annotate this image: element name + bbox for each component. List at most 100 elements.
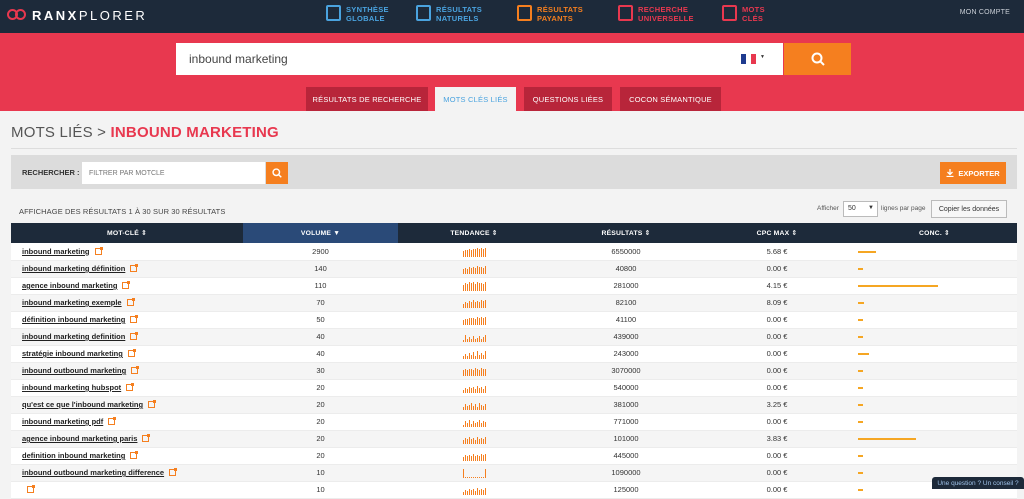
- trend-bar: [474, 248, 476, 257]
- cpc-cell: 0.00 €: [702, 260, 852, 278]
- external-link-icon[interactable]: [130, 332, 139, 340]
- nav-item-3[interactable]: RECHERCHE UNIVERSELLE: [618, 5, 694, 23]
- trend-bar: [468, 369, 470, 376]
- keyword-link[interactable]: agence inbound marketing: [22, 281, 118, 290]
- keyword-link[interactable]: inbound marketing hubspot: [22, 383, 122, 392]
- trend-bar: [480, 267, 482, 274]
- keyword-cell: inbound marketing pdf: [11, 413, 243, 431]
- page-title-keyword: INBOUND MARKETING: [110, 124, 279, 141]
- column-header-results[interactable]: RÉSULTATS ⇕: [601, 230, 651, 237]
- trend-bar: [472, 438, 474, 444]
- external-link-icon[interactable]: [127, 349, 136, 357]
- trend-bar: [482, 421, 484, 427]
- concurrence-bar: [858, 353, 869, 356]
- tab-resultats-recherche[interactable]: RÉSULTATS DE RECHERCHE: [306, 87, 428, 111]
- nav-item-1[interactable]: RÉSULTATS NATURELS: [416, 5, 482, 23]
- export-button[interactable]: EXPORTER: [940, 162, 1006, 184]
- trend-bar: [480, 477, 482, 478]
- external-link-icon[interactable]: [169, 468, 178, 476]
- column-header-trend[interactable]: TENDANCE ⇕: [450, 230, 498, 237]
- external-link-icon[interactable]: [126, 298, 135, 306]
- external-link-icon[interactable]: [126, 383, 135, 391]
- external-link-icon[interactable]: [131, 366, 140, 374]
- keyword-link[interactable]: inbound marketing définition: [22, 264, 126, 273]
- external-link-icon[interactable]: [27, 485, 35, 493]
- external-link-icon[interactable]: [130, 264, 139, 272]
- checklist-icon: [618, 5, 633, 21]
- trend-bar: [480, 438, 482, 444]
- nav-item-2[interactable]: RÉSULTATS PAYANTS: [517, 5, 583, 23]
- search-button[interactable]: [784, 43, 851, 75]
- trend-bar: [470, 318, 472, 325]
- filter-search-button[interactable]: [266, 162, 288, 184]
- page-size-select[interactable]: 50 ▼: [843, 201, 878, 217]
- trend-bar: [480, 247, 482, 257]
- keyword-link[interactable]: qu'est ce que l'inbound marketing: [22, 400, 144, 409]
- ranxplorer-logo[interactable]: RANXPLORER: [7, 7, 147, 23]
- trend-bar: [482, 389, 484, 393]
- external-link-icon[interactable]: [108, 417, 117, 425]
- trend-bar: [478, 403, 480, 410]
- logo-text-bold: RANX: [32, 7, 79, 23]
- advice-chat-button[interactable]: Une question ? Un conseil ?: [932, 477, 1024, 489]
- cpc-cell: 0.00 €: [702, 481, 852, 499]
- trend-bar: [482, 248, 484, 257]
- column-header-cpc[interactable]: CPC MAX ⇕: [756, 230, 798, 237]
- france-flag-icon[interactable]: [741, 54, 756, 64]
- tab-mots-cles-lies[interactable]: MOTS CLÉS LIÉS: [435, 87, 516, 112]
- keyword-filter-input[interactable]: [82, 162, 265, 184]
- keyword-link[interactable]: inbound marketing definition: [22, 332, 126, 341]
- chevron-down-icon[interactable]: ▼: [760, 54, 765, 60]
- keyword-link[interactable]: inbound outbound marketing: [22, 366, 127, 375]
- tab-questions-liees[interactable]: QUESTIONS LIÉES: [524, 87, 612, 111]
- trend-bar: [470, 403, 472, 410]
- external-link-icon[interactable]: [130, 315, 139, 323]
- concurrence-bar: [858, 455, 863, 458]
- search-input[interactable]: [176, 43, 696, 75]
- keyword-link[interactable]: definition inbound marketing: [22, 451, 126, 460]
- trend-bar: [464, 369, 466, 376]
- nav-label-line1: RÉSULTATS: [537, 5, 584, 14]
- trend-bar: [484, 404, 486, 410]
- tab-cocon-semantique[interactable]: COCON SÉMANTIQUE: [620, 87, 721, 111]
- trend-bar: [470, 424, 472, 427]
- column-header-concurrence[interactable]: CONC. ⇕: [919, 230, 950, 237]
- keyword-link[interactable]: stratégie inbound marketing: [22, 349, 123, 358]
- volume-cell: 20: [243, 430, 398, 448]
- concurrence-bar: [858, 370, 863, 373]
- trend-bar: [484, 469, 486, 478]
- trend-bar: [472, 421, 474, 427]
- trend-bar: [482, 439, 484, 444]
- keyword-link[interactable]: inbound marketing: [22, 246, 90, 256]
- account-menu[interactable]: MON COMPTE: [959, 9, 1010, 16]
- keyword-link[interactable]: inbound marketing exemple: [22, 298, 122, 307]
- keyword-link[interactable]: inbound outbound marketing difference: [22, 468, 165, 477]
- trend-bar: [470, 249, 472, 257]
- cpc-cell: 3.25 €: [702, 396, 852, 414]
- copy-data-button[interactable]: Copier les données: [931, 200, 1007, 218]
- column-header-keyword[interactable]: MOT-CLÉ ⇕: [107, 230, 147, 237]
- cpc-cell: 0.00 €: [702, 328, 852, 346]
- trend-bar: [468, 267, 470, 274]
- nav-item-0[interactable]: SYNTHÈSE GLOBALE: [326, 5, 389, 23]
- trend-bar: [462, 340, 464, 342]
- keyword-link[interactable]: inbound marketing pdf: [22, 417, 104, 426]
- column-header-volume[interactable]: VOLUME ▼: [243, 223, 398, 243]
- keyword-link[interactable]: définition inbound marketing: [22, 315, 126, 324]
- external-link-icon[interactable]: [122, 281, 131, 289]
- trend-bar: [472, 352, 474, 359]
- external-link-icon[interactable]: [142, 434, 151, 442]
- trend-bar: [468, 337, 470, 342]
- external-link-icon[interactable]: [148, 400, 157, 408]
- concurrence-bar: [858, 438, 916, 441]
- external-link-icon[interactable]: [130, 451, 139, 459]
- trend-bar: [466, 303, 468, 308]
- trend-bar: [468, 353, 470, 359]
- keyword-link[interactable]: agence inbound marketing paris: [22, 434, 138, 443]
- nav-item-4[interactable]: MOTS CLÉS: [722, 5, 765, 23]
- external-link-icon[interactable]: [94, 246, 103, 255]
- trend-bar: [470, 355, 472, 359]
- trend-bar: [478, 439, 480, 444]
- trend-bar: [474, 302, 476, 308]
- volume-cell: 20: [243, 396, 398, 414]
